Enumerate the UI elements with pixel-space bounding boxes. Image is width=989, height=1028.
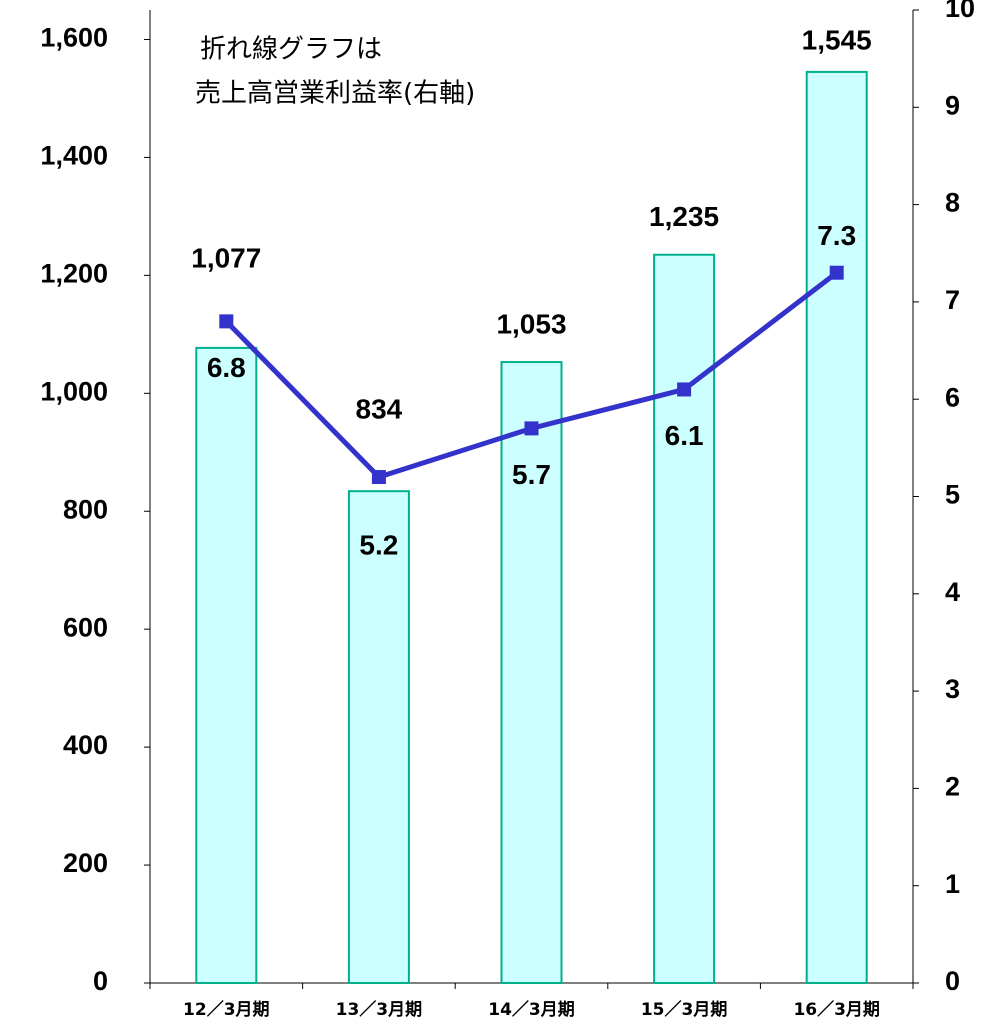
y-tick-label: 1,400 — [40, 141, 108, 171]
y-tick-label: 1,000 — [40, 376, 108, 406]
annotation: 売上高営業利益率(右軸) — [195, 79, 475, 109]
annotation: 折れ線グラフは — [200, 35, 382, 65]
line-value-label: 5.7 — [512, 459, 551, 490]
y2-tick-label: 3 — [945, 674, 960, 704]
line-marker — [524, 421, 539, 436]
bar — [500, 361, 563, 985]
y-tick-label: 600 — [63, 612, 108, 642]
y2-tick-label: 9 — [945, 90, 960, 120]
line-value-label: 6.1 — [665, 420, 704, 451]
y2-tick-label: 8 — [945, 188, 960, 218]
y2-tick-label: 0 — [945, 966, 960, 996]
x-tick-label: 15／3月期 — [641, 999, 728, 1020]
line-marker — [219, 314, 234, 329]
line-value-label: 7.3 — [817, 220, 856, 251]
bar — [347, 490, 410, 984]
bar — [195, 346, 258, 984]
y-tick-label: 400 — [63, 730, 108, 760]
line-value-label: 5.2 — [359, 529, 398, 560]
x-tick-label: 12／3月期 — [183, 999, 270, 1020]
x-tick-label: 13／3月期 — [336, 999, 423, 1020]
bar — [805, 70, 868, 985]
y2-tick-label: 6 — [945, 382, 960, 412]
y2-tick-label: 7 — [945, 285, 960, 315]
y2-tick-label: 2 — [945, 772, 960, 802]
y-tick-label: 200 — [63, 848, 108, 878]
bar-value-label: 1,077 — [191, 242, 261, 273]
bar-value-label: 834 — [356, 394, 403, 425]
x-tick-label: 16／3月期 — [793, 999, 880, 1020]
line-marker — [371, 470, 386, 485]
y-tick-label: 1,200 — [40, 258, 108, 288]
x-tick-label: 14／3月期 — [488, 999, 575, 1020]
line-value-label: 6.8 — [207, 352, 246, 383]
y-tick-label: 1,600 — [40, 23, 108, 53]
y2-tick-label: 4 — [945, 577, 960, 607]
line-marker — [677, 382, 692, 397]
y-tick-label: 0 — [93, 966, 108, 996]
y2-tick-label: 5 — [945, 480, 960, 510]
bar-value-label: 1,053 — [496, 308, 566, 339]
y2-tick-label: 1 — [945, 869, 960, 899]
bar-value-label: 1,545 — [802, 24, 872, 55]
bar — [653, 253, 716, 984]
y2-tick-label: 10 — [945, 0, 975, 23]
line-marker — [829, 265, 844, 280]
y-tick-label: 800 — [63, 494, 108, 524]
bar-value-label: 1,235 — [649, 201, 719, 232]
